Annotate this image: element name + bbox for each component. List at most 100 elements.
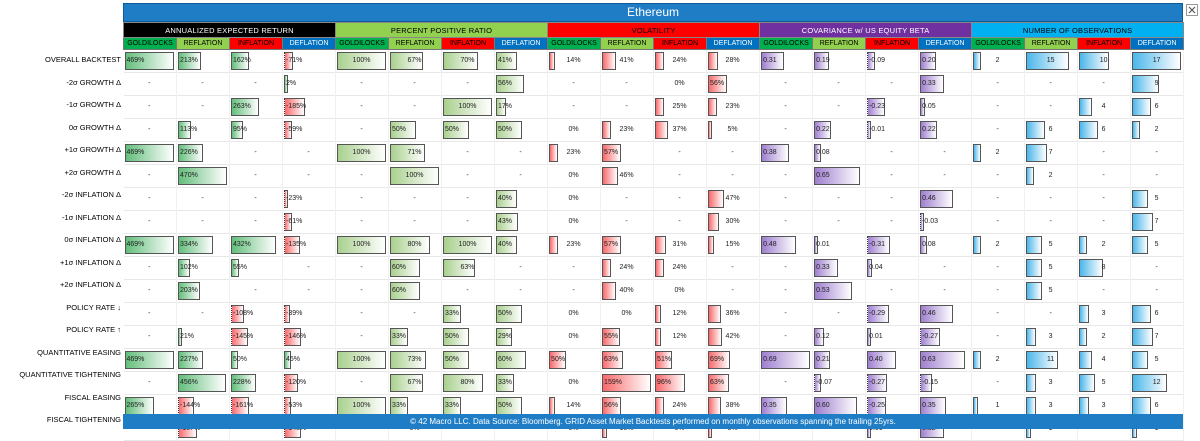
cell-are-reflation[interactable]: -144% <box>176 394 230 418</box>
cell-vol-deflation[interactable]: 36% <box>706 302 761 326</box>
cell-are-inflation[interactable]: 55% <box>229 256 283 280</box>
cell-cov-deflation[interactable]: - <box>918 279 973 303</box>
cell-vol-reflation[interactable]: - <box>600 72 655 96</box>
cell-ppr-inflation[interactable]: 80% <box>441 371 495 395</box>
cell-are-inflation[interactable]: 263% <box>229 95 283 119</box>
cell-obs-reflation[interactable]: 3 <box>1024 325 1079 349</box>
cell-cov-goldilocks[interactable]: - <box>759 210 814 234</box>
cell-vol-deflation[interactable]: - <box>706 279 761 303</box>
cell-obs-reflation[interactable]: - <box>1024 302 1079 326</box>
cell-are-goldilocks[interactable]: - <box>123 118 177 142</box>
cell-cov-goldilocks[interactable]: - <box>759 72 814 96</box>
cell-vol-goldilocks[interactable]: 23% <box>547 233 602 257</box>
cell-are-goldilocks[interactable]: - <box>123 187 177 211</box>
cell-obs-goldilocks[interactable]: - <box>971 72 1026 96</box>
cell-obs-reflation[interactable]: - <box>1024 187 1079 211</box>
cell-ppr-goldilocks[interactable]: 100% <box>335 394 389 418</box>
cell-vol-goldilocks[interactable]: 0% <box>547 210 602 234</box>
cell-vol-deflation[interactable]: 38% <box>706 394 761 418</box>
cell-vol-goldilocks[interactable]: 14% <box>547 49 602 73</box>
cell-obs-reflation[interactable]: - <box>1024 95 1079 119</box>
cell-vol-inflation[interactable]: - <box>653 164 708 188</box>
cell-cov-deflation[interactable]: 0.46 <box>918 187 973 211</box>
cell-vol-inflation[interactable]: 12% <box>653 302 708 326</box>
cell-obs-reflation[interactable]: 15 <box>1024 49 1079 73</box>
cell-obs-reflation[interactable]: 3 <box>1024 371 1079 395</box>
cell-obs-inflation[interactable]: 2 <box>1077 325 1132 349</box>
cell-ppr-reflation[interactable]: 73% <box>388 348 442 372</box>
cell-vol-inflation[interactable]: 12% <box>653 325 708 349</box>
cell-ppr-reflation[interactable]: - <box>388 187 442 211</box>
cell-cov-reflation[interactable]: 0.19 <box>812 49 867 73</box>
cell-vol-deflation[interactable]: 5% <box>706 118 761 142</box>
window-close-icon[interactable] <box>1186 4 1198 16</box>
cell-vol-goldilocks[interactable]: 0% <box>547 164 602 188</box>
cell-are-inflation[interactable]: 50% <box>229 348 283 372</box>
cell-vol-reflation[interactable]: - <box>600 95 655 119</box>
cell-ppr-goldilocks[interactable]: - <box>335 256 389 280</box>
cell-vol-inflation[interactable]: 37% <box>653 118 708 142</box>
cell-obs-goldilocks[interactable]: - <box>971 256 1026 280</box>
cell-cov-goldilocks[interactable]: - <box>759 371 814 395</box>
cell-cov-reflation[interactable]: - <box>812 210 867 234</box>
cell-ppr-inflation[interactable]: 50% <box>441 348 495 372</box>
cell-ppr-reflation[interactable]: - <box>388 72 442 96</box>
cell-are-reflation[interactable]: - <box>176 302 230 326</box>
cell-ppr-inflation[interactable]: - <box>441 210 495 234</box>
cell-obs-goldilocks[interactable]: - <box>971 187 1026 211</box>
cell-cov-deflation[interactable]: -0.03 <box>918 210 973 234</box>
cell-obs-goldilocks[interactable]: - <box>971 279 1026 303</box>
cell-obs-reflation[interactable]: - <box>1024 72 1079 96</box>
cell-cov-reflation[interactable]: 0.60 <box>812 394 867 418</box>
cell-are-reflation[interactable]: 334% <box>176 233 230 257</box>
cell-cov-inflation[interactable]: 0.04 <box>865 256 920 280</box>
cell-obs-inflation[interactable]: - <box>1077 210 1132 234</box>
cell-are-deflation[interactable]: - <box>282 279 336 303</box>
cell-vol-deflation[interactable]: 42% <box>706 325 761 349</box>
cell-are-deflation[interactable]: -120% <box>282 371 336 395</box>
cell-cov-deflation[interactable]: 0.46 <box>918 302 973 326</box>
cell-vol-inflation[interactable]: 31% <box>653 233 708 257</box>
cell-ppr-inflation[interactable]: - <box>441 141 495 165</box>
cell-are-deflation[interactable]: -23% <box>282 187 336 211</box>
cell-are-inflation[interactable]: 432% <box>229 233 283 257</box>
cell-ppr-goldilocks[interactable]: 100% <box>335 348 389 372</box>
cell-ppr-inflation[interactable]: - <box>441 72 495 96</box>
cell-cov-goldilocks[interactable]: - <box>759 256 814 280</box>
cell-are-reflation[interactable]: 470% <box>176 164 230 188</box>
cell-are-inflation[interactable]: - <box>229 210 283 234</box>
cell-cov-goldilocks[interactable]: - <box>759 164 814 188</box>
cell-obs-reflation[interactable]: 3 <box>1024 394 1079 418</box>
cell-vol-inflation[interactable]: 24% <box>653 256 708 280</box>
cell-are-reflation[interactable]: - <box>176 72 230 96</box>
cell-ppr-deflation[interactable]: 29% <box>494 325 549 349</box>
cell-vol-inflation[interactable]: 0% <box>653 279 708 303</box>
cell-ppr-deflation[interactable]: 40% <box>494 187 549 211</box>
cell-cov-reflation[interactable]: 0.33 <box>812 256 867 280</box>
cell-ppr-goldilocks[interactable]: - <box>335 210 389 234</box>
cell-are-deflation[interactable]: - <box>282 141 336 165</box>
cell-ppr-inflation[interactable]: 100% <box>441 95 495 119</box>
cell-vol-inflation[interactable]: 51% <box>653 348 708 372</box>
cell-vol-goldilocks[interactable]: - <box>547 95 602 119</box>
cell-cov-goldilocks[interactable]: 0.31 <box>759 49 814 73</box>
cell-ppr-deflation[interactable]: 43% <box>494 210 549 234</box>
cell-obs-goldilocks[interactable]: - <box>971 210 1026 234</box>
cell-obs-inflation[interactable]: - <box>1077 279 1132 303</box>
cell-are-goldilocks[interactable]: 469% <box>123 233 177 257</box>
cell-vol-reflation[interactable]: - <box>600 187 655 211</box>
cell-obs-inflation[interactable]: 2 <box>1077 233 1132 257</box>
cell-cov-deflation[interactable]: 0.63 <box>918 348 973 372</box>
cell-ppr-reflation[interactable]: 60% <box>388 279 442 303</box>
cell-are-deflation[interactable]: -61% <box>282 210 336 234</box>
cell-cov-goldilocks[interactable]: 0.38 <box>759 141 814 165</box>
cell-ppr-deflation[interactable]: - <box>494 141 549 165</box>
cell-ppr-goldilocks[interactable]: - <box>335 325 389 349</box>
cell-vol-inflation[interactable]: - <box>653 210 708 234</box>
cell-cov-reflation[interactable]: 0.12 <box>812 325 867 349</box>
cell-ppr-inflation[interactable]: - <box>441 279 495 303</box>
cell-vol-inflation[interactable]: 24% <box>653 49 708 73</box>
cell-obs-deflation[interactable]: 7 <box>1130 325 1185 349</box>
cell-cov-inflation[interactable]: -0.31 <box>865 233 920 257</box>
cell-obs-deflation[interactable]: 5 <box>1130 187 1185 211</box>
